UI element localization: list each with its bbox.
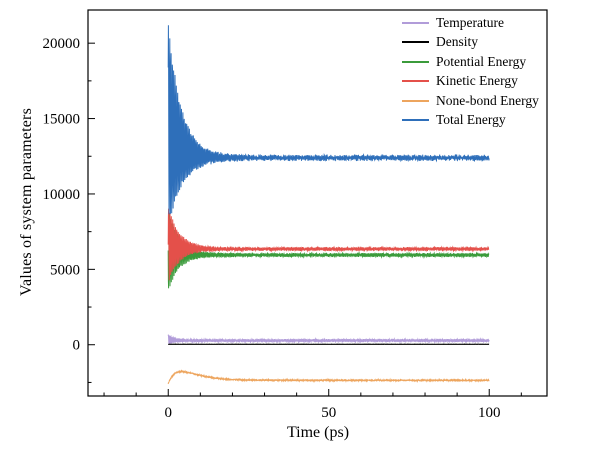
y-tick-label: 20000 <box>43 36 81 52</box>
legend-swatch-line <box>402 41 429 44</box>
y-tick-label: 5000 <box>50 262 80 278</box>
y-tick-label: 15000 <box>43 112 81 128</box>
legend-label: Density <box>436 34 478 50</box>
series-path-kinetic-energy <box>167 208 490 281</box>
series-path-potential-energy <box>167 213 490 289</box>
x-tick-label: 100 <box>478 405 501 421</box>
legend-item: Kinetic Energy <box>402 72 539 92</box>
legend-label: Temperature <box>436 14 505 30</box>
legend-label: Total Energy <box>436 112 506 128</box>
axis-tick-labels: 0 50 100 0 5000 10000 15000 20000 <box>43 36 501 421</box>
x-tick-label: 50 <box>321 405 336 421</box>
legend-swatch-line <box>402 60 429 63</box>
x-axis-title: Time (ps) <box>286 424 350 441</box>
legend-swatch-line <box>402 99 429 102</box>
axis-frame <box>87 9 548 397</box>
legend-item: None-bond Energy <box>402 91 539 111</box>
legend-swatch-line <box>402 119 429 122</box>
legend-label: Potential Energy <box>436 53 527 69</box>
legend-swatch-line <box>402 21 429 24</box>
series-path-none-bond-energy <box>167 369 490 385</box>
legend-swatch-line <box>402 80 429 83</box>
series-path-total-energy <box>167 25 490 215</box>
legend-item: Total Energy <box>402 111 539 131</box>
x-tick-label: 0 <box>164 405 172 421</box>
y-tick-label: 10000 <box>43 187 81 203</box>
series-path-temperature <box>167 334 490 345</box>
legend: Temperature Density Potential Energy Kin… <box>402 13 539 130</box>
y-axis-title: Values of system parameters <box>18 107 35 297</box>
y-tick-label: 0 <box>73 338 81 354</box>
legend-item: Temperature <box>402 13 539 33</box>
legend-label: None-bond Energy <box>436 92 539 108</box>
legend-item: Density <box>402 33 539 53</box>
legend-label: Kinetic Energy <box>436 73 518 89</box>
series-group <box>167 25 490 385</box>
legend-item: Potential Energy <box>402 52 539 72</box>
